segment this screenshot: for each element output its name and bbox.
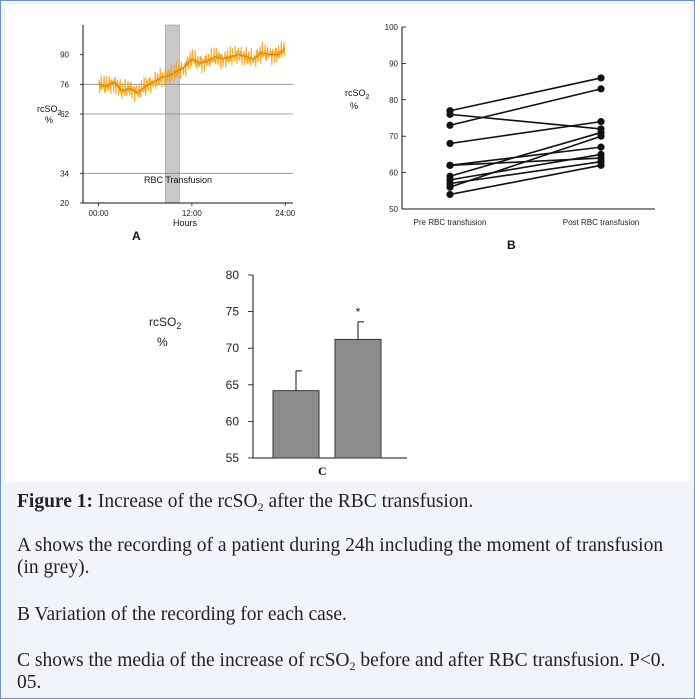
rcso2-trace-band xyxy=(98,40,286,103)
panel-b-xtick-0: Pre RBC transfusion xyxy=(414,218,487,227)
panel-b-point-2-1 xyxy=(597,85,605,93)
panel-b-ytick-3: 80 xyxy=(389,96,398,105)
panel-b-point-7-1 xyxy=(597,150,605,158)
panel-c-significance-1: * xyxy=(356,305,361,319)
panel-b-point-3-1 xyxy=(597,118,605,126)
caption-line-b: B Variation of the recording for each ca… xyxy=(17,604,347,625)
panel-b-point-10-1 xyxy=(597,158,605,166)
caption-title: Figure 1: Increase of the rcSO2 after th… xyxy=(17,491,474,514)
panel-a-xlabel: Hours xyxy=(173,218,198,228)
panel-c-ytick-3: 70 xyxy=(226,341,240,355)
figure-image-area: 20 34 62 76 90 00:00 12:00 24:00 rcSO2 % Hours … xyxy=(5,5,689,482)
panel-a-annotation: RBC Transfusion xyxy=(144,175,212,185)
caption-line-a: A shows the recording of a patient durin… xyxy=(17,535,664,578)
panel-a-ytick-2: 62 xyxy=(60,110,69,119)
panel-b-point-9-0 xyxy=(446,190,454,199)
panel-a-xtick-0: 00:00 xyxy=(89,209,110,218)
panel-c-bar-0 xyxy=(272,390,320,459)
panel-b-ytick-2: 70 xyxy=(389,132,398,141)
panel-b-chart: 50 60 70 80 90 100 Pre RBC transfusion Post RBC… xyxy=(345,23,655,252)
panel-c-ytick-2: 65 xyxy=(226,378,240,392)
panel-c-chart: 55 60 65 70 75 80 * rcSO2 % C xyxy=(149,268,407,478)
panel-b-line-5 xyxy=(449,146,602,167)
panel-a-ytick-4: 90 xyxy=(60,51,69,60)
panel-c-bar-1 xyxy=(334,338,382,459)
figure-label: Figure 1: xyxy=(17,491,94,512)
panel-b-line-1 xyxy=(449,113,602,130)
panel-b-xtick-1: Post RBC transfusion xyxy=(563,218,639,227)
panel-a-ytick-0: 20 xyxy=(60,199,69,208)
caption-line-c: C shows the media of the increase of rcS… xyxy=(17,650,666,693)
panel-c-ytick-5: 80 xyxy=(226,268,240,282)
panel-a-xtick-1: 12:00 xyxy=(182,209,203,218)
panel-b-ylabel-unit: % xyxy=(350,101,358,111)
panel-c-letter: C xyxy=(318,464,327,478)
panel-b-line-2 xyxy=(449,88,602,127)
panel-a-letter: A xyxy=(132,229,141,243)
panel-b-letter: B xyxy=(507,238,516,252)
panel-b-line-9 xyxy=(449,164,602,196)
rcso2-trace xyxy=(98,47,286,94)
panel-b-point-2-0 xyxy=(446,121,454,129)
panel-b-line-10 xyxy=(449,160,602,185)
panel-a-ylabel-unit: % xyxy=(45,115,53,125)
panel-b-ytick-4: 90 xyxy=(389,59,398,68)
panel-b-ytick-5: 100 xyxy=(385,23,399,32)
panel-b-line-7 xyxy=(449,153,602,181)
panel-b-ytick-1: 60 xyxy=(389,169,398,178)
panel-a-ytick-1: 34 xyxy=(60,169,69,178)
panel-b-line-0 xyxy=(449,77,602,112)
panel-b-point-1-0 xyxy=(446,110,454,118)
panel-b-point-5-0 xyxy=(446,161,454,169)
panel-c-ytick-0: 55 xyxy=(226,451,240,465)
panel-b-point-0-1 xyxy=(597,74,605,82)
panel-b-point-5-1 xyxy=(597,143,605,151)
panel-b-line-8 xyxy=(449,135,602,188)
panel-c-ylabel: rcSO2 xyxy=(149,315,181,331)
panel-b-line-6 xyxy=(449,131,602,178)
panel-a-ylabel: rcSO2 xyxy=(37,104,62,117)
panel-b-line-3 xyxy=(449,120,602,145)
panel-c-ytick-4: 75 xyxy=(226,305,240,319)
panel-c-ytick-1: 60 xyxy=(226,414,240,428)
panel-a-xtick-2: 24:00 xyxy=(275,209,296,218)
panel-a-ytick-3: 76 xyxy=(60,80,69,89)
panel-b-point-10-0 xyxy=(446,179,454,188)
panel-b-ylabel: rcSO2 xyxy=(345,88,370,101)
panel-b-ytick-0: 50 xyxy=(389,205,398,214)
panel-b-point-8-1 xyxy=(597,132,605,140)
panel-b-point-3-0 xyxy=(446,139,454,148)
panel-c-ylabel-unit: % xyxy=(157,335,168,349)
